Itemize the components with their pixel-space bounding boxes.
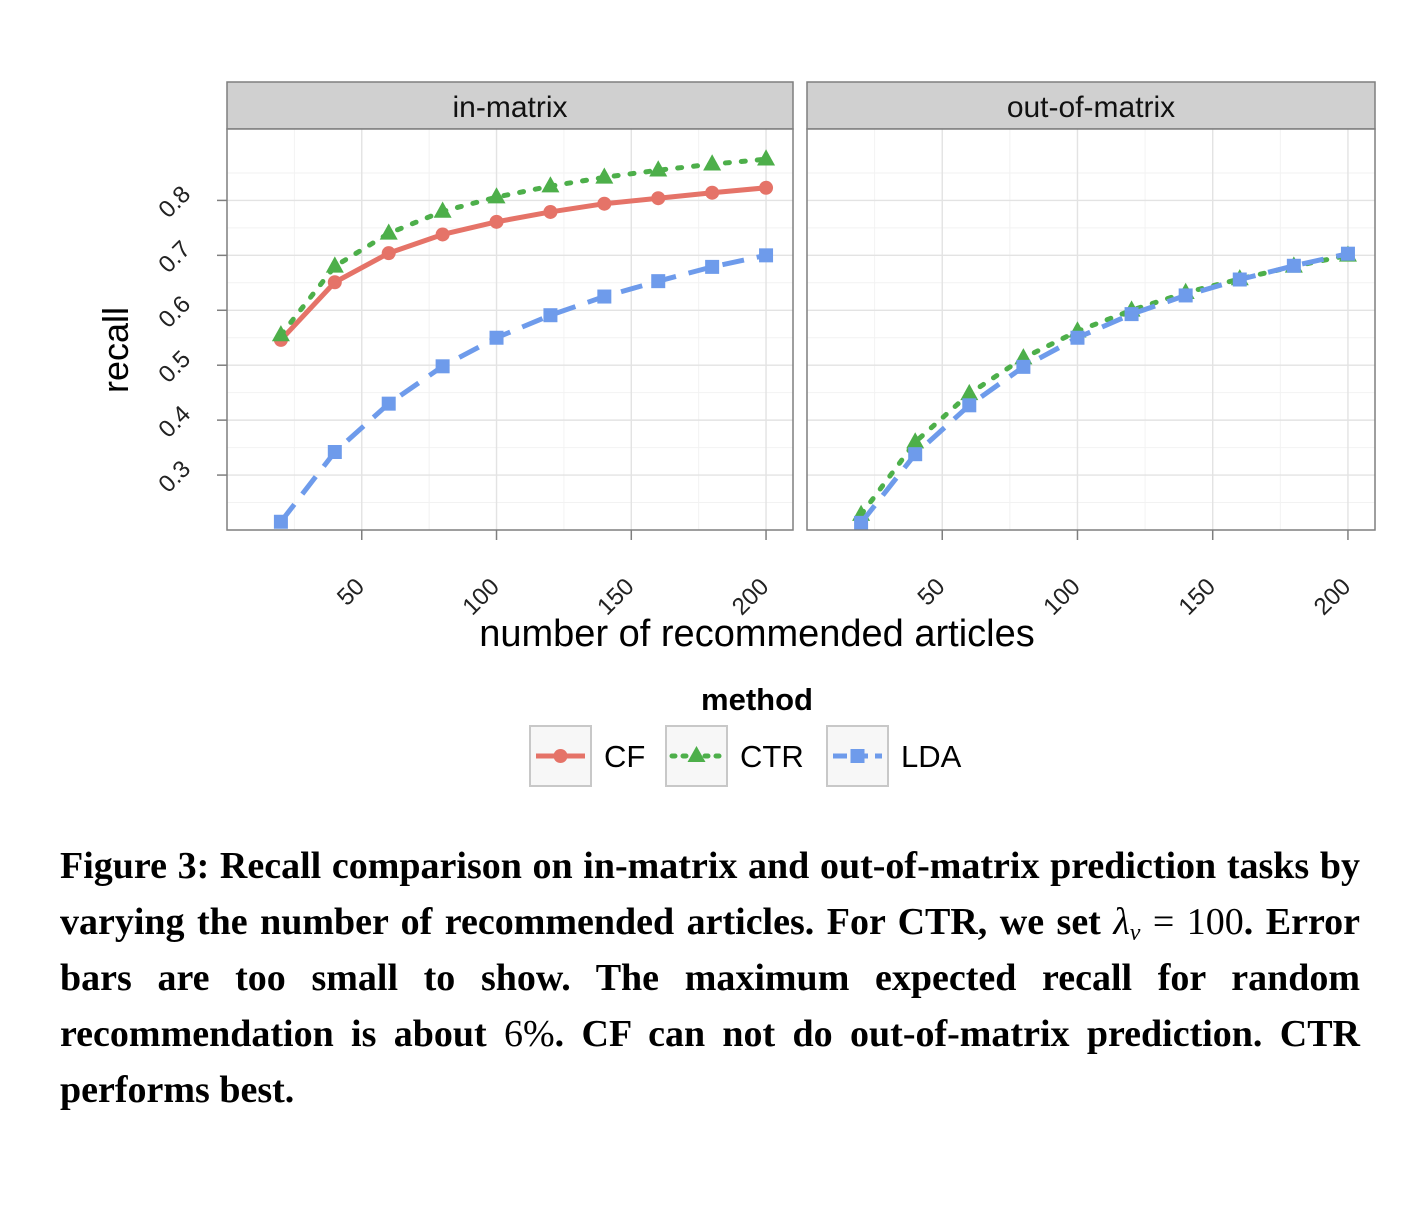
point-LDA <box>273 514 288 529</box>
x-tick-label: 150 <box>1174 573 1221 620</box>
point-LDA <box>1340 246 1355 261</box>
legend-marker-CTR <box>687 746 706 762</box>
point-CF <box>543 204 558 219</box>
series-CF <box>273 180 774 347</box>
point-CTR <box>649 160 668 177</box>
series-line-LDA <box>859 251 1349 525</box>
series-LDA <box>854 246 1355 530</box>
series-line-CF <box>279 185 767 342</box>
panel-out-of-matrix: out-of-matrix 50 100 150 200 <box>806 81 1376 621</box>
facet-label: out-of-matrix <box>1007 91 1175 124</box>
plot-area <box>807 129 1375 530</box>
series-line-CTR <box>278 156 769 338</box>
point-LDA <box>435 359 450 374</box>
facet-strip <box>226 81 794 130</box>
point-CF <box>381 246 396 261</box>
x-tick-label: 100 <box>1038 573 1085 620</box>
point-LDA <box>1070 330 1085 345</box>
legend-marker-CF <box>553 749 568 763</box>
point-CTR <box>703 154 722 171</box>
point-CTR <box>541 176 560 193</box>
series-line-CTR <box>858 252 1351 518</box>
figure-caption: Figure 3: Recall comparison on in-matrix… <box>60 838 1360 1118</box>
facet-strip <box>806 81 1376 130</box>
legend-label-CTR: CTR <box>740 739 804 774</box>
caption-math-lambda: λv = 100 <box>1113 901 1244 946</box>
point-LDA <box>705 259 720 274</box>
point-LDA <box>597 289 612 304</box>
legend: method CF CTR LDA <box>529 682 962 787</box>
point-LDA <box>327 444 342 459</box>
x-tick-label: 50 <box>332 573 370 611</box>
point-LDA <box>1286 258 1301 273</box>
point-CTR <box>325 256 344 273</box>
series-LDA <box>273 248 774 529</box>
point-CTR <box>433 201 452 218</box>
legend-item-CF: CF <box>529 725 645 787</box>
legend-marker-LDA <box>850 749 865 763</box>
caption-text-3: . CF can not do out-of-matrix prediction… <box>60 1013 1361 1111</box>
panel-border <box>806 128 1376 531</box>
point-CF <box>759 180 774 195</box>
point-LDA <box>543 308 558 323</box>
point-LDA <box>759 248 774 263</box>
point-LDA <box>1016 359 1031 374</box>
point-LDA <box>1232 272 1247 287</box>
caption-text-2: . Error bars are too small to show. The … <box>60 901 1361 1055</box>
y-axis-title: recall <box>95 307 136 393</box>
point-LDA <box>962 398 977 413</box>
y-tick-label: 0.3 <box>153 455 196 498</box>
point-CF <box>489 214 504 229</box>
legend-label-CF: CF <box>604 739 645 774</box>
panel-border <box>226 128 794 531</box>
point-CTR <box>906 432 925 449</box>
point-LDA <box>1124 307 1139 322</box>
point-CF <box>327 275 342 290</box>
point-CTR <box>379 223 398 240</box>
recall-chart: in-matrix 50 100 150 200 0.3 0.4 0.5 0.6 0.7 0.8 ou… <box>95 81 1376 787</box>
y-tick-label: 0.4 <box>153 401 196 444</box>
point-CF <box>705 185 720 200</box>
y-tick-label: 0.8 <box>153 181 196 224</box>
facet-label: in-matrix <box>452 91 567 124</box>
point-CF <box>651 191 666 206</box>
point-LDA <box>651 274 666 289</box>
legend-title: method <box>701 682 813 717</box>
caption-text-1: Figure 3: Recall comparison on in-matrix… <box>60 845 1360 943</box>
point-LDA <box>381 396 396 411</box>
legend-label-LDA: LDA <box>901 739 962 774</box>
point-LDA <box>489 330 504 345</box>
x-tick-label: 200 <box>1309 573 1356 620</box>
y-tick-label: 0.5 <box>153 346 196 389</box>
point-CF <box>597 196 612 211</box>
series-line-LDA <box>278 252 767 524</box>
point-CTR <box>487 187 506 204</box>
point-LDA <box>854 515 869 530</box>
y-tick-label: 0.7 <box>153 236 196 279</box>
caption-math-percent: 6% <box>504 1013 555 1055</box>
x-axis-title: number of recommended articles <box>479 613 1034 655</box>
point-LDA <box>1178 288 1193 303</box>
legend-item-LDA: LDA <box>826 725 962 787</box>
point-CTR <box>757 149 776 166</box>
y-tick-label: 0.6 <box>153 291 196 334</box>
point-CF <box>435 227 450 242</box>
x-tick-label: 50 <box>913 573 951 611</box>
point-LDA <box>908 447 923 462</box>
point-CTR <box>271 325 290 342</box>
point-CTR <box>595 167 614 184</box>
legend-item-CTR: CTR <box>665 725 804 787</box>
series-CTR <box>271 149 776 342</box>
point-CTR <box>960 383 979 401</box>
